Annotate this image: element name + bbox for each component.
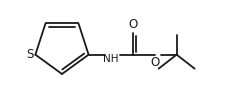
Text: NH: NH [103,54,118,64]
Text: O: O [128,18,137,31]
Text: S: S [26,48,33,61]
Text: O: O [150,56,159,69]
